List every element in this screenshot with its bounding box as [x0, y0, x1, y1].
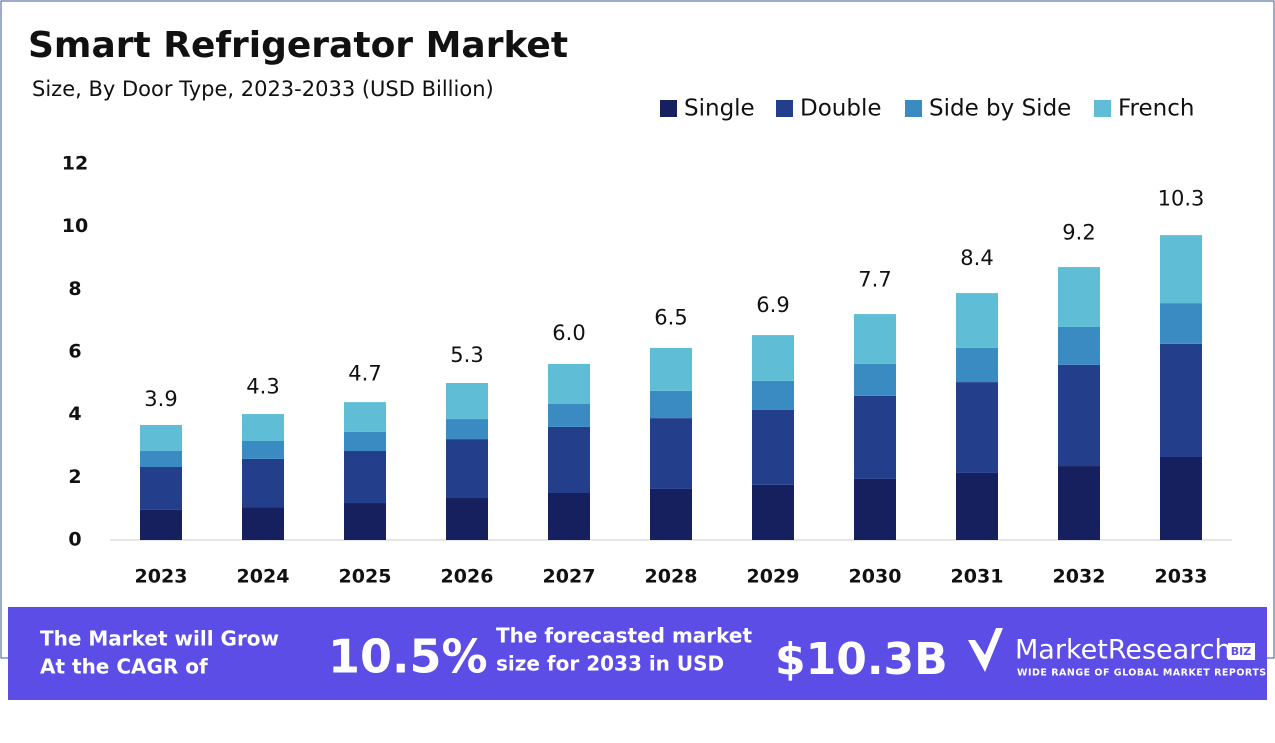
legend-label: French: [1118, 96, 1194, 122]
x-tick-label: 2026: [441, 566, 494, 588]
x-tick-label: 2029: [747, 566, 800, 588]
x-tick-label: 2028: [645, 566, 698, 588]
y-tick-label: 8: [68, 278, 81, 300]
y-tick-label: 4: [68, 403, 81, 425]
bar-segment: [956, 347, 998, 383]
cagr-text: The Market will Grow: [40, 627, 279, 651]
bar-segment: [650, 488, 692, 540]
footer-banner: [8, 607, 1267, 700]
y-tick-label: 10: [62, 215, 88, 237]
legend-label: Side by Side: [929, 96, 1071, 122]
bar-segment: [140, 509, 182, 540]
logo: MarketResearch: [1015, 635, 1232, 666]
bar-segment: [752, 335, 794, 381]
forecast-text: size for 2033 in USD: [496, 652, 724, 676]
bar-segment: [650, 418, 692, 489]
bar-segment: [752, 380, 794, 410]
bar-segment: [344, 503, 386, 540]
y-tick-label: 6: [68, 341, 81, 363]
bar-segment: [854, 478, 896, 540]
bar-segment: [956, 472, 998, 540]
bar-segment: [752, 409, 794, 485]
logo-badge-bg: [1228, 643, 1255, 660]
bar-segment: [1160, 235, 1202, 304]
x-tick-label: 2033: [1155, 566, 1208, 588]
total-label: 9.2: [1062, 221, 1095, 245]
tagline: WIDE RANGE OF GLOBAL MARKET REPORTS: [1017, 668, 1267, 679]
x-tick-label: 2023: [135, 566, 188, 588]
bar-segment: [752, 484, 794, 540]
legend-swatch: [776, 100, 793, 117]
logo-badge: BIZ: [1231, 645, 1251, 658]
bar-segment: [344, 431, 386, 452]
bar-segment: [242, 507, 284, 540]
total-label: 10.3: [1158, 186, 1205, 210]
bar-segment: [242, 440, 284, 459]
legend-swatch: [905, 100, 922, 117]
y-tick-label: 0: [68, 529, 81, 551]
bar-segment: [140, 466, 182, 510]
bar-segment: [1160, 456, 1202, 540]
bar-segment: [956, 293, 998, 348]
bar-segment: [242, 458, 284, 508]
bar-segment: [854, 314, 896, 364]
bar-segment: [650, 390, 692, 419]
x-tick-label: 2031: [951, 566, 1004, 588]
bar-segment: [1160, 303, 1202, 344]
bar-segment: [446, 498, 488, 540]
bar-segment: [344, 451, 386, 504]
total-label: 7.7: [858, 268, 891, 292]
bar-segment: [446, 419, 488, 440]
bar-segment: [650, 347, 692, 391]
y-tick-label: 12: [62, 153, 88, 175]
x-tick-label: 2024: [237, 566, 290, 588]
chart-title: Smart Refrigerator Market: [28, 25, 568, 66]
bar-segment: [1058, 267, 1100, 327]
total-label: 6.9: [756, 293, 789, 317]
x-tick-label: 2027: [543, 566, 596, 588]
x-tick-label: 2025: [339, 566, 392, 588]
bar-segment: [854, 395, 896, 479]
legend-label: Single: [684, 96, 755, 122]
bar-segment: [956, 382, 998, 473]
x-tick-label: 2032: [1053, 566, 1106, 588]
bar-segment: [548, 493, 590, 540]
legend-label: Double: [800, 96, 882, 122]
chart-subtitle: Size, By Door Type, 2023-2033 (USD Billi…: [32, 77, 494, 101]
bar-segment: [548, 404, 590, 427]
total-label: 6.5: [654, 305, 687, 329]
total-label: 5.3: [450, 343, 483, 367]
forecast-text: The forecasted market: [496, 624, 752, 648]
legend-swatch: [1094, 100, 1111, 117]
bar-segment: [1058, 466, 1100, 540]
x-tick-label: 2030: [849, 566, 902, 588]
forecast-value: $10.3B: [775, 634, 948, 685]
cagr-value: 10.5%: [328, 630, 488, 684]
bar-segment: [446, 439, 488, 499]
bar-segment: [548, 426, 590, 493]
legend-swatch: [660, 100, 677, 117]
total-label: 4.7: [348, 362, 381, 386]
bar-segment: [854, 363, 896, 396]
logo-icon: [968, 628, 1003, 672]
bar-segment: [548, 363, 590, 405]
bar-segment: [344, 402, 386, 432]
bar-segment: [1160, 343, 1202, 457]
bar-segment: [140, 425, 182, 452]
total-label: 3.9: [144, 387, 177, 411]
total-label: 4.3: [246, 374, 279, 398]
bar-segment: [1058, 364, 1100, 467]
bar-segment: [1058, 326, 1100, 365]
bar-segment: [140, 451, 182, 467]
bar-segment: [446, 383, 488, 420]
y-tick-label: 2: [68, 466, 81, 488]
cagr-text: At the CAGR of: [40, 655, 208, 679]
bar-segment: [242, 414, 284, 441]
total-label: 6.0: [552, 321, 585, 345]
total-label: 8.4: [960, 246, 993, 270]
